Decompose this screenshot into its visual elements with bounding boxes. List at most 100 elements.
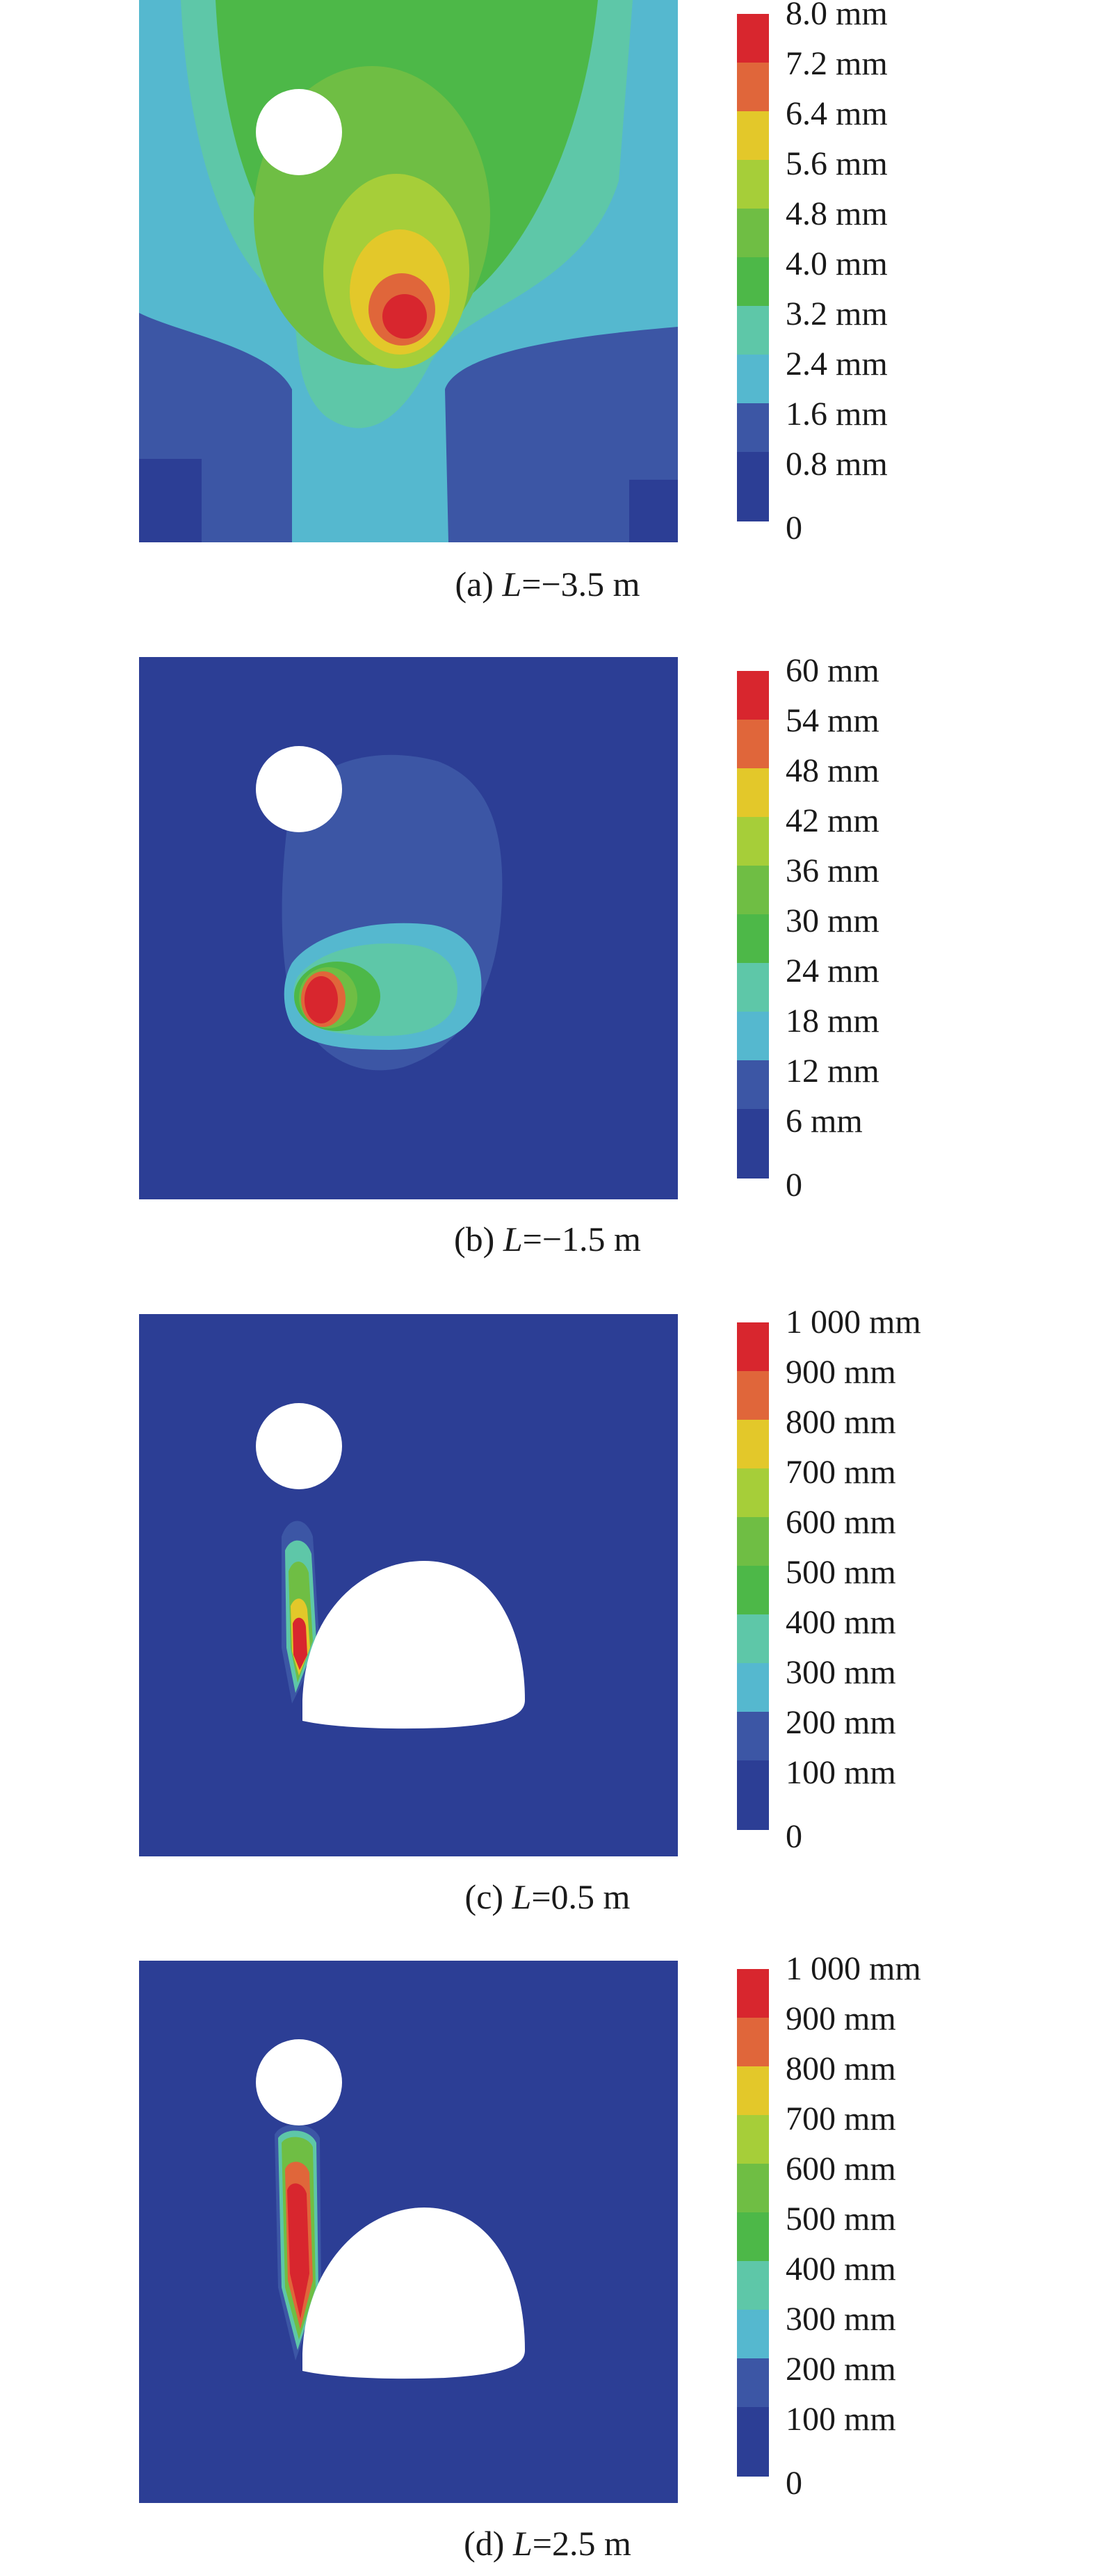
legend-swatch [737,2358,769,2407]
legend-swatch [737,768,769,817]
heading-void [302,2208,525,2379]
pilot-tunnel-void [256,746,342,832]
contour-plot-c [139,1314,678,1856]
panel-caption-c: (c) L=0.5 m [464,1877,631,1916]
legend-swatch [737,209,769,257]
legend-label: 12 mm [786,1053,879,1089]
legend-label: 300 mm [786,2301,896,2338]
legend-swatch [737,1663,769,1712]
legend-swatch [737,817,769,866]
legend-swatch [737,1760,769,1830]
legend-swatch [737,14,769,63]
legend-label: 60 mm [786,652,879,689]
panel-a: 8.0 mm 7.2 mm 6.4 mm 5.6 mm 4.8 mm 4.0 m… [0,0,1095,626]
legend-label: 600 mm [786,1504,896,1541]
legend-label: 700 mm [786,2100,896,2137]
corner-low-right [629,480,678,542]
legend-swatch [737,257,769,306]
legend-label: 100 mm [786,2401,896,2438]
legend-label: 0 [786,510,802,546]
legend-swatch [737,914,769,963]
legend-label: 900 mm [786,1354,896,1391]
pilot-tunnel-void [256,2039,342,2125]
legend-label: 24 mm [786,953,879,989]
corner-low-left [139,459,202,542]
legend-label: 36 mm [786,852,879,889]
legend-label: 7.2 mm [786,45,888,82]
legend-swatch [737,1969,769,2018]
legend-label: 900 mm [786,2000,896,2037]
legend-swatch [737,963,769,1012]
legend-swatch [737,2164,769,2212]
legend-label: 5.6 mm [786,145,888,182]
legend-swatch [737,1371,769,1420]
legend-swatch [737,306,769,355]
legend-swatch [737,1420,769,1468]
legend-label: 3.2 mm [786,295,888,332]
band-red [287,2183,309,2319]
legend-swatch [737,2407,769,2477]
legend-label: 500 mm [786,2201,896,2237]
legend-swatch [737,1517,769,1566]
legend-label: 6 mm [786,1103,863,1140]
legend-label: 700 mm [786,1454,896,1491]
pilot-tunnel-void [256,89,342,175]
legend-label: 100 mm [786,1754,896,1791]
heading-void [302,1561,525,1729]
legend-label: 300 mm [786,1654,896,1691]
legend-swatch [737,1468,769,1517]
legend-swatch [737,355,769,403]
color-legend-b: 60 mm 54 mm 48 mm 42 mm 36 mm 30 mm 24 m… [737,654,1057,1202]
legend-swatch [737,2310,769,2358]
legend-label: 18 mm [786,1003,879,1039]
panel-caption-d: (d) L=2.5 m [464,2524,631,2563]
legend-label: 4.0 mm [786,245,888,282]
legend-label: 200 mm [786,2351,896,2388]
legend-swatch [737,1566,769,1614]
contour-plot-d [139,1961,678,2503]
legend-swatch [737,2018,769,2066]
legend-swatch [737,160,769,209]
pilot-tunnel-void [256,1403,342,1489]
legend-label: 42 mm [786,802,879,839]
legend-label: 6.4 mm [786,95,888,132]
legend-label: 0.8 mm [786,446,888,483]
color-legend-c: 1 000 mm 900 mm 800 mm 700 mm 600 mm 500… [737,1306,1057,1854]
legend-label: 500 mm [786,1554,896,1591]
band-red [382,294,427,339]
band-red [293,1617,307,1670]
legend-swatch [737,1322,769,1371]
legend-swatch [737,2261,769,2310]
legend-label: 400 mm [786,2251,896,2287]
legend-label: 8.0 mm [786,0,888,32]
legend-label: 4.8 mm [786,195,888,232]
legend-swatch [737,1012,769,1060]
legend-label: 54 mm [786,702,879,739]
color-legend-a: 8.0 mm 7.2 mm 6.4 mm 5.6 mm 4.8 mm 4.0 m… [737,0,1057,545]
legend-swatch [737,2066,769,2115]
legend-label: 48 mm [786,752,879,789]
legend-swatch [737,1060,769,1109]
legend-swatch [737,1109,769,1178]
legend-swatch [737,1614,769,1663]
legend-label: 1 000 mm [786,1950,921,1987]
legend-label: 1 000 mm [786,1304,921,1340]
panel-c: 1 000 mm 900 mm 800 mm 700 mm 600 mm 500… [0,1306,1095,1933]
legend-swatch [737,2212,769,2261]
legend-label: 1.6 mm [786,396,888,432]
panel-b: 60 mm 54 mm 48 mm 42 mm 36 mm 30 mm 24 m… [0,654,1095,1279]
legend-swatch [737,866,769,914]
panel-caption-a: (a) L=−3.5 m [455,565,640,604]
legend-swatch [737,671,769,720]
legend-label: 200 mm [786,1704,896,1741]
legend-label: 0 [786,2465,802,2502]
panel-caption-b: (b) L=−1.5 m [454,1220,641,1258]
legend-swatch [737,720,769,768]
panel-d: 1 000 mm 900 mm 800 mm 700 mm 600 mm 500… [0,1952,1095,2576]
legend-swatch [737,111,769,160]
legend-swatch [737,1712,769,1760]
contour-plot-a [139,0,678,542]
legend-label: 30 mm [786,902,879,939]
color-legend-d: 1 000 mm 900 mm 800 mm 700 mm 600 mm 500… [737,1952,1057,2500]
legend-label: 600 mm [786,2150,896,2187]
